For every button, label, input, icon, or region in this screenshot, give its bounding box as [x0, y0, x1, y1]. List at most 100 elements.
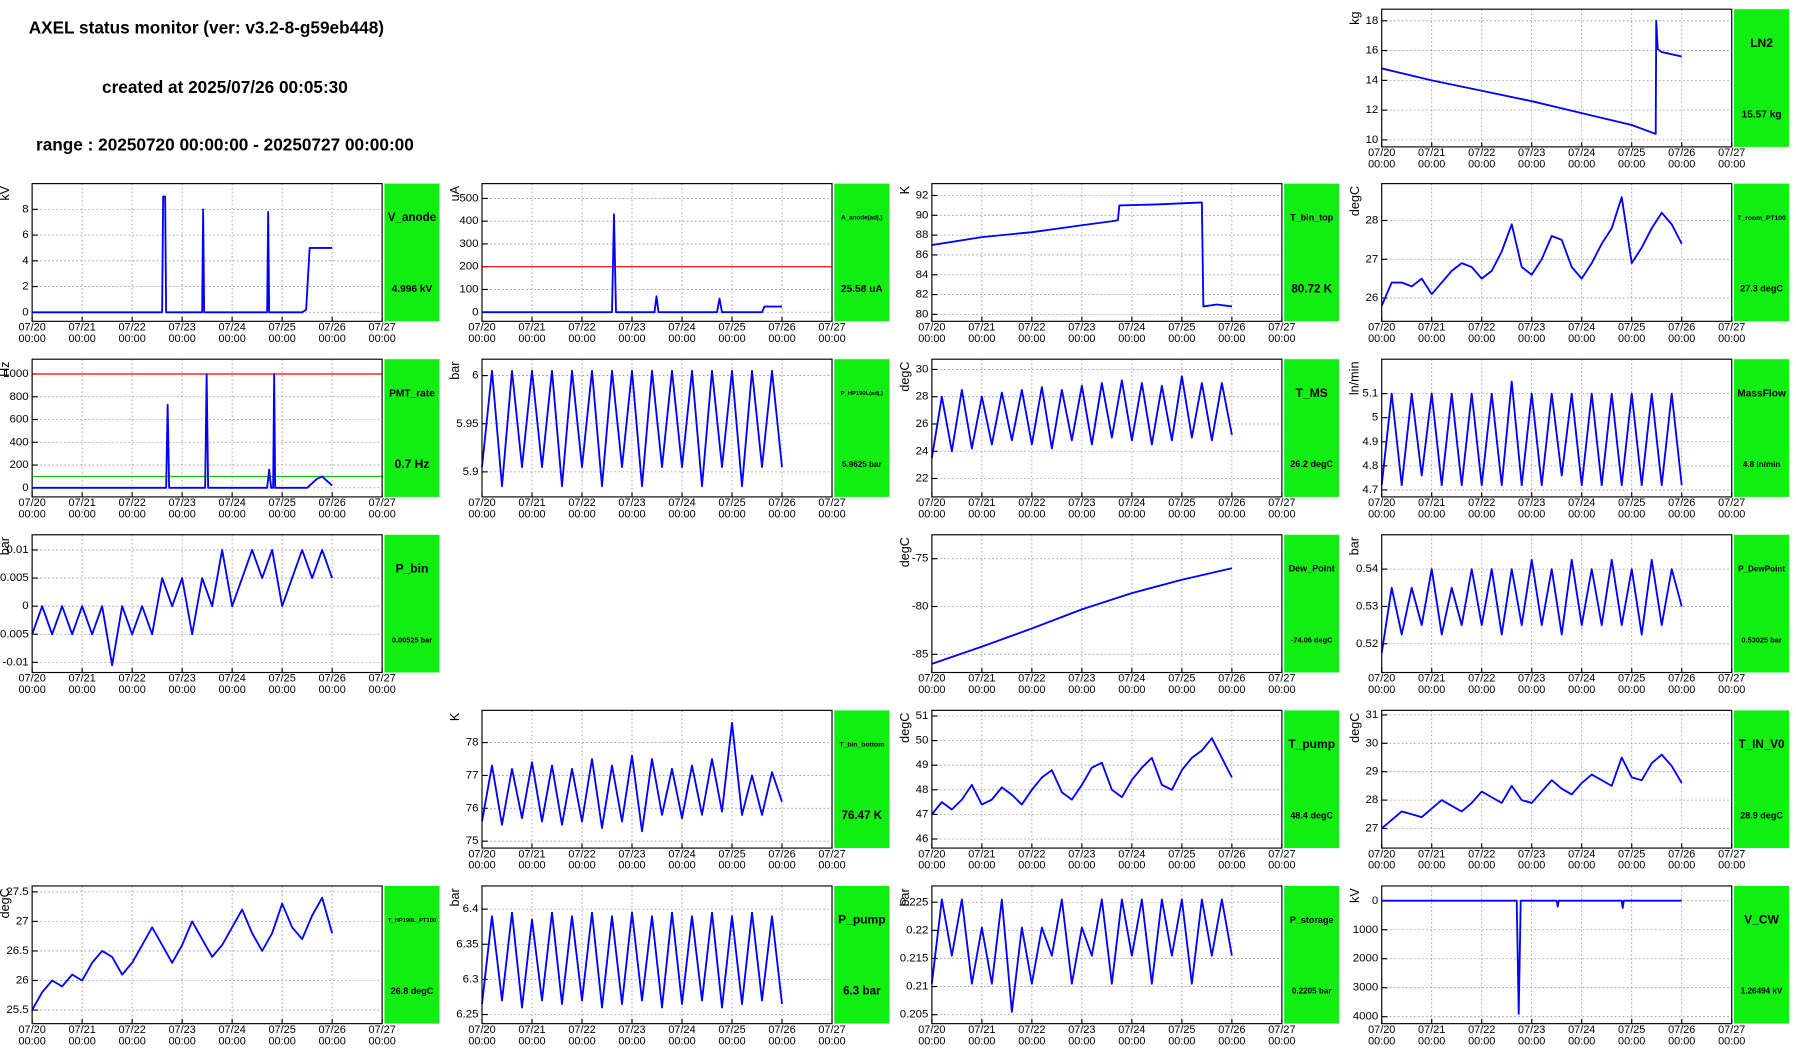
frame	[481, 183, 833, 322]
frame	[31, 183, 383, 322]
x-tick-label: 07/20 00:00	[1368, 498, 1396, 522]
y-tick-label: -75	[912, 553, 929, 565]
x-tick-label-box: 07/24 00:00	[218, 322, 245, 344]
x-tick-label: 07/25 00:00	[718, 1024, 746, 1048]
y-axis-unit: Hz	[0, 361, 12, 376]
y-tick-label: 84	[916, 269, 929, 281]
y-tick-label: 28	[916, 391, 929, 403]
y-tick-label: -80	[912, 601, 929, 613]
x-tick-label: 07/22 00:00	[118, 673, 146, 697]
panel: 07/20 00:00 07/21 00:00 07/22 00:00 07/23 0…	[0, 183, 440, 345]
x-tick-label-box: 07/23 00:00	[618, 322, 645, 344]
panel: 07/20 00:00 07/21 00:00 07/22 00:00 07/23 0…	[898, 709, 1340, 873]
y-tick-label: 82	[916, 289, 929, 301]
x-tick-label-box: 07/27 00:00	[1268, 849, 1295, 871]
x-tick-label: 07/26 00:00	[768, 322, 796, 346]
x-tick-label: 07/21 00:00	[968, 673, 996, 697]
x-tick-label: 07/24 00:00	[668, 1024, 696, 1048]
y-tick-label: 30	[1366, 737, 1379, 749]
plot-area	[931, 534, 1282, 673]
x-tick-label: 07/23 00:00	[1518, 498, 1546, 522]
y-tick-label: 26	[1366, 292, 1379, 304]
x-tick-label: 07/24 00:00	[1118, 322, 1146, 346]
x-tick-label-box: 07/25 00:00	[718, 498, 746, 522]
x-tick-label-box: 07/27 00:00	[369, 674, 396, 696]
x-tick-label-box: 07/26 00:00	[768, 498, 796, 522]
data-line	[32, 373, 333, 489]
x-tick-label-box: 07/27 00:00	[818, 322, 845, 344]
x-tick-label-box: 07/27 00:00	[1718, 674, 1745, 696]
x-tick-label-box: 07/20 00:00	[18, 674, 45, 696]
x-tick-label-box: 07/25 00:00	[268, 498, 295, 520]
x-tick-label-box: 07/23 00:00	[1518, 322, 1545, 344]
x-tick-label: 07/24 00:00	[1568, 498, 1596, 522]
y-tick-label: 5.1	[1362, 388, 1378, 400]
y-tick-label: 0	[472, 306, 478, 318]
y-tick-label: 0.52	[1356, 638, 1378, 650]
y-tick-label: 0	[22, 482, 28, 494]
x-tick-label-box: 07/22 00:00	[1018, 674, 1045, 696]
y-axis-unit: ln/min	[1348, 361, 1362, 395]
x-tick-label-box: 07/20 00:00	[918, 498, 946, 522]
x-tick-label: 07/24 00:00	[1568, 148, 1596, 171]
x-tick-label-box: 07/20 00:00	[18, 498, 46, 522]
panel: 07/20 00:00 07/21 00:00 07/22 00:00 07/23 0…	[898, 358, 1340, 522]
x-tick-label: 07/27 00:00	[368, 498, 396, 522]
x-tick-label-box: 07/20 00:00	[18, 322, 45, 344]
x-tick-label: 07/24 00:00	[668, 849, 696, 873]
x-tick-label-box: 07/23 00:00	[618, 498, 645, 520]
x-tick-label-box: 07/22 00:00	[1468, 1025, 1495, 1047]
x-tick-label-box: 07/24 00:00	[1118, 498, 1145, 520]
x-tick-label: 07/25 00:00	[1168, 673, 1196, 697]
y-tick-label: 26.5	[6, 945, 28, 957]
x-tick-label: 07/24 00:00	[218, 498, 246, 522]
panel: 07/20 00:00 07/21 00:00 07/22 00:00 07/23 0…	[1348, 709, 1790, 873]
y-tick-label: 12	[1366, 104, 1379, 116]
x-tick-label-box: 07/22 00:00	[118, 1025, 145, 1047]
x-tick-label: 07/21 00:00	[1418, 498, 1446, 522]
x-tick-label: 07/25 00:00	[718, 498, 746, 522]
x-tick-label-box: 07/26 00:00	[1668, 1025, 1695, 1047]
x-tick-label: 07/20 00:00	[918, 498, 946, 522]
x-tick-label: 07/25 00:00	[1618, 148, 1646, 171]
status-box	[1284, 183, 1340, 322]
plot-area	[931, 710, 1282, 849]
time-range: range : 20250720 00:00:00 - 20250727 00:…	[36, 134, 414, 154]
x-tick-label-box: 07/25 00:00	[1168, 322, 1195, 344]
data-line	[31, 549, 334, 667]
current-value: 76.47 K	[841, 809, 882, 822]
x-tick-label-box: 07/22 00:00	[1468, 322, 1495, 344]
channel-name: Dew_Point	[1289, 564, 1335, 574]
channel-name: T_IN_V0	[1739, 738, 1785, 751]
y-tick-label: -0.005	[0, 628, 29, 640]
x-tick-label: 07/23 00:00	[1518, 673, 1546, 697]
panel: 07/20 00:00 07/21 00:00 07/22 00:00 07/23 0…	[1348, 8, 1790, 171]
x-tick-label-box: 07/24 00:00	[668, 849, 696, 873]
x-tick-label: 07/26 00:00	[1218, 849, 1246, 873]
x-tick-label: 07/25 00:00	[1618, 673, 1646, 697]
y-tick-label: 200	[459, 261, 478, 273]
x-tick-label: 07/20 00:00	[918, 849, 946, 873]
x-tick-label: 07/26 00:00	[1218, 1024, 1246, 1048]
current-value: 27.3 degC	[1740, 284, 1783, 294]
y-tick-label: 400	[10, 436, 29, 448]
x-tick-label: 07/20 00:00	[18, 498, 46, 522]
channel-name: T_HP190L_PT100	[388, 918, 436, 924]
x-tick-label-box: 07/21 00:00	[968, 849, 995, 871]
y-tick-label: 0	[1372, 895, 1378, 907]
x-tick-label: 07/21 00:00	[518, 322, 546, 346]
x-tick-label-box: 07/27 00:00	[1718, 849, 1745, 871]
x-tick-label-box: 07/22 00:00	[118, 322, 145, 344]
y-tick-label: 6	[22, 229, 28, 241]
x-tick-label: 07/26 00:00	[1668, 849, 1696, 873]
x-tick-label: 07/27 00:00	[818, 1024, 846, 1048]
x-tick-label: 07/20 00:00	[1368, 849, 1396, 873]
panel: 07/20 00:00 07/21 00:00 07/22 00:00 07/23 0…	[898, 534, 1340, 697]
plot-area	[1381, 885, 1732, 1024]
x-tick-label: 07/27 00:00	[1718, 322, 1746, 346]
x-tick-label: 07/22 00:00	[568, 1024, 596, 1048]
x-tick-label: 07/26 00:00	[768, 498, 796, 522]
x-tick-label: 07/25 00:00	[1168, 849, 1196, 873]
x-tick-label: 07/23 00:00	[1068, 673, 1096, 697]
